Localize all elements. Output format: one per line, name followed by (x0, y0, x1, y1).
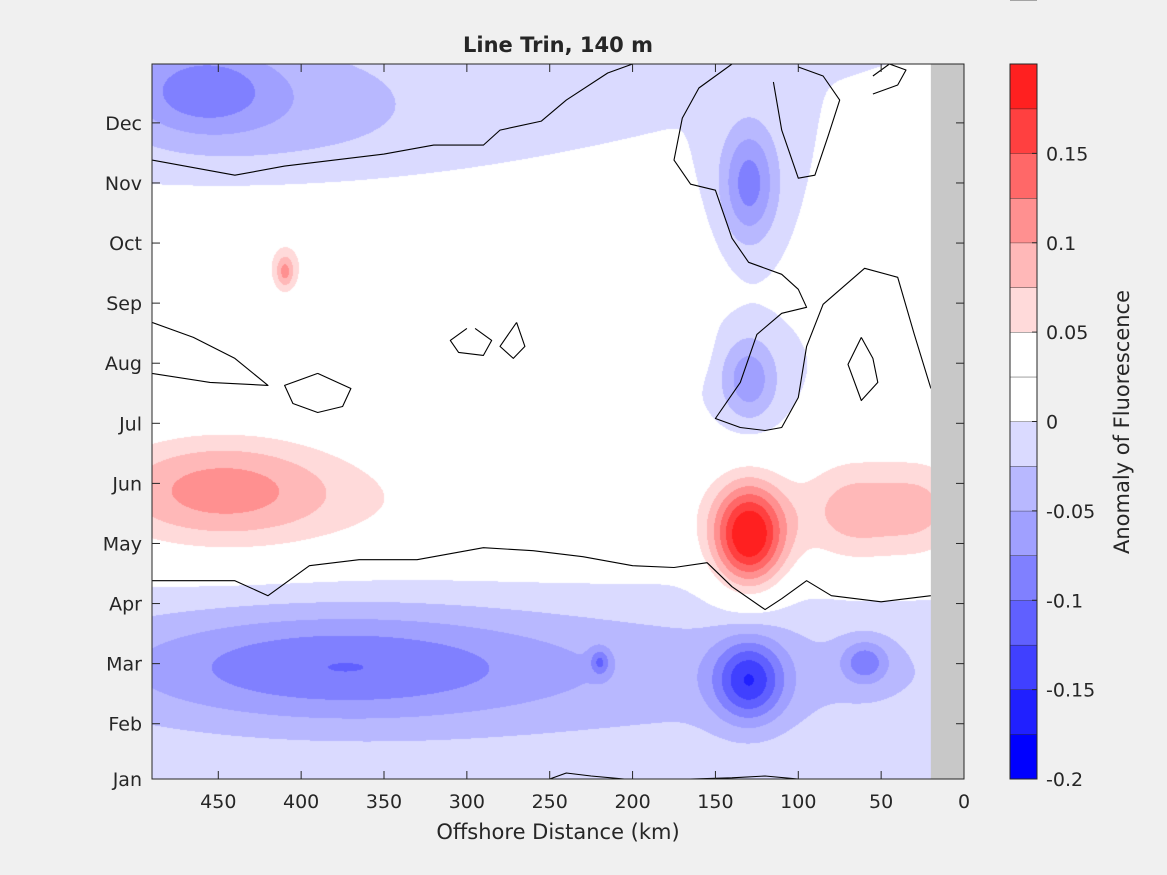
zero-contour-line (152, 64, 633, 176)
no-data-region (930, 64, 964, 779)
zero-contour-line (284, 372, 352, 414)
y-tick-label: Dec (105, 113, 142, 135)
colorbar-swatch (1010, 153, 1037, 199)
y-axis-ticks: Jan Feb Mar Apr May Jun Jul Aug Sep Oct Nov Dec (103, 113, 964, 791)
y-tick-label: May (103, 533, 142, 555)
plot-frame (151, 63, 965, 780)
colorbar-swatch (1010, 466, 1037, 511)
colorbar-tick-label: -0.1 (1046, 590, 1083, 612)
zero-contour-line (152, 321, 269, 386)
colorbar-tick-label: 0.05 (1046, 322, 1088, 344)
colorbar-swatch (1010, 510, 1037, 556)
x-tick-label: 400 (283, 791, 319, 813)
colorbar-label: Anomaly of Fluorescence (1110, 290, 1134, 554)
x-tick-label: 50 (869, 791, 893, 813)
y-tick-label: Jul (118, 413, 142, 435)
colorbar-tick-label: -0.05 (1046, 501, 1095, 523)
colorbar-swatch (1010, 734, 1037, 779)
colorbar-tick-label: -0.15 (1046, 680, 1095, 702)
anomaly-field (152, 64, 964, 779)
colorbar-tick-label: 0.15 (1046, 143, 1088, 165)
colorbar-swatch (1010, 376, 1037, 422)
zero-contour-line (690, 775, 799, 779)
x-tick-label: 300 (449, 791, 485, 813)
zero-contour-line (449, 327, 493, 356)
colorbar-swatch (1010, 287, 1037, 333)
x-tick-label: 0 (958, 791, 970, 813)
y-tick-label: Mar (106, 654, 142, 676)
colorbar-swatch (1010, 600, 1037, 645)
anomaly-fill-image (152, 64, 964, 779)
colorbar-swatches (1010, 0, 1037, 779)
x-tick-label: 450 (200, 791, 236, 813)
chart-title: Line Trin, 140 m (463, 33, 653, 57)
x-axis-ticks: 450 400 350 300 250 200 150 100 50 0 (200, 64, 970, 813)
y-tick-label: Jan (112, 769, 142, 791)
zero-contour-line (847, 337, 879, 402)
colorbar-swatch (1010, 421, 1037, 467)
x-axis-label: Offshore Distance (km) (436, 820, 679, 844)
colorbar-swatch (1010, 108, 1037, 154)
colorbar-swatch (1010, 555, 1037, 601)
y-tick-label: Nov (105, 173, 142, 195)
colorbar-swatch (1010, 242, 1037, 288)
colorbar-tick-label: 0 (1046, 412, 1058, 434)
zero-contour-line (772, 66, 841, 179)
zero-contour-line (872, 64, 907, 95)
colorbar-tick-label: 0.1 (1046, 233, 1076, 255)
y-tick-label: Feb (108, 714, 142, 736)
y-tick-label: Apr (109, 594, 142, 616)
colorbar-swatch (1010, 644, 1037, 690)
y-tick-label: Aug (105, 353, 142, 375)
zero-contours (152, 64, 932, 779)
colorbar-ticks: -0.2 -0.15 -0.1 -0.05 0 0.05 0.1 0.15 (1032, 143, 1095, 791)
x-tick-label: 150 (697, 791, 733, 813)
y-tick-label: Oct (109, 233, 142, 255)
y-tick-label: Sep (106, 293, 142, 315)
colorbar-swatch (1010, 64, 1037, 109)
colorbar-swatch (1010, 198, 1037, 243)
plot-area: 450 400 350 300 250 200 150 100 50 0 Jan Feb Mar Apr… (103, 63, 970, 813)
colorbar: -0.2 -0.15 -0.1 -0.05 0 0.05 0.1 0.15 Anomaly o… (1009, 0, 1134, 791)
zero-contour-line (673, 64, 932, 432)
zero-contour-line (152, 547, 931, 611)
colorbar-tick-label: -0.2 (1046, 769, 1083, 791)
zero-contour-line (499, 322, 526, 359)
x-tick-label: 200 (614, 791, 650, 813)
colorbar-swatch (1010, 332, 1037, 377)
colorbar-swatch (1010, 689, 1037, 735)
y-tick-label: Jun (111, 473, 142, 495)
zero-contour-line (549, 772, 625, 779)
x-tick-label: 250 (532, 791, 568, 813)
x-tick-label: 100 (780, 791, 816, 813)
x-tick-label: 350 (366, 791, 402, 813)
